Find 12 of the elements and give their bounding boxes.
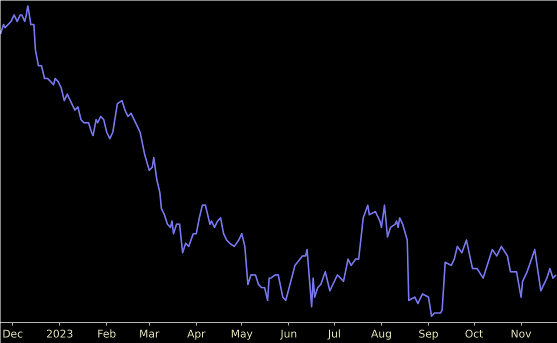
x-tick-label: Apr — [187, 328, 206, 340]
x-tick-label: Aug — [371, 328, 392, 340]
x-tick-label: Oct — [464, 328, 484, 340]
x-tick-label: May — [230, 328, 253, 340]
x-tick-label: 2023 — [46, 328, 74, 340]
x-tick-label: Dec — [2, 328, 24, 340]
x-tick-label: Jun — [280, 328, 298, 340]
x-tick-label: Nov — [510, 328, 532, 340]
x-tick-label: Sep — [418, 328, 439, 340]
x-tick-label: Jul — [326, 328, 341, 340]
x-tick-label: Mar — [139, 328, 160, 340]
x-tick-label: Feb — [97, 328, 116, 340]
